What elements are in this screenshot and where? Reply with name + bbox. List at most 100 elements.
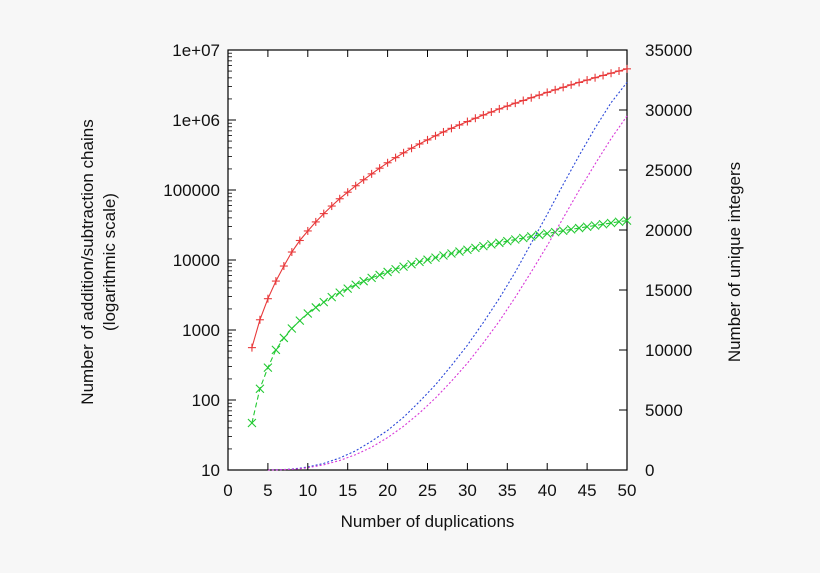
series-0-point xyxy=(303,226,312,235)
series-0-point xyxy=(375,164,384,173)
series-0-point xyxy=(487,108,496,117)
series-0-point xyxy=(623,64,631,73)
series-0-point xyxy=(287,248,296,257)
series-0-point xyxy=(471,114,480,123)
series-0-point xyxy=(583,76,592,85)
series-0-point xyxy=(455,120,464,129)
series-0-point xyxy=(511,99,520,108)
x-tick-label: 20 xyxy=(378,481,397,500)
series-1-point xyxy=(470,243,480,253)
series-1-point xyxy=(375,270,385,280)
y-tick-label: 10000 xyxy=(173,251,220,270)
series-0-point xyxy=(415,139,424,148)
series-0-point xyxy=(279,262,288,271)
series-0-point xyxy=(551,85,560,94)
series-0-point xyxy=(399,148,408,157)
x-tick-label: 5 xyxy=(263,481,272,500)
series-0-point xyxy=(319,209,328,218)
series-0-point xyxy=(247,343,256,352)
series-1-point xyxy=(311,303,321,312)
series-1-point xyxy=(447,249,456,258)
series-1-point xyxy=(463,245,472,255)
series-0-point xyxy=(383,158,392,167)
series-1-point xyxy=(558,226,568,236)
y-tick-label: 1e+06 xyxy=(172,111,220,130)
series-1-point xyxy=(279,333,289,343)
series-0-point xyxy=(495,104,504,113)
series-1-point xyxy=(423,255,432,265)
series-0-point xyxy=(343,188,352,197)
series-0-point xyxy=(479,110,488,119)
x-axis-title: Number of duplications xyxy=(341,512,515,531)
x-tick-label: 10 xyxy=(298,481,317,500)
series-0-point xyxy=(599,71,608,80)
y-tick-label: 1e+07 xyxy=(172,41,220,60)
y-tick-label: 100 xyxy=(192,391,220,410)
series-1-point xyxy=(534,230,544,240)
series-0-point xyxy=(255,315,264,324)
series-0-point xyxy=(439,127,448,136)
series-0-point xyxy=(311,217,320,226)
series-1-point xyxy=(351,280,361,290)
series-line-3 xyxy=(267,115,628,471)
series-1-point xyxy=(383,267,392,277)
series-1-point xyxy=(255,384,265,394)
y-tick-label: 1000 xyxy=(182,321,220,340)
y2-axis-title: Number of unique integers xyxy=(725,162,744,362)
series-1-point xyxy=(622,216,632,226)
series-1-point xyxy=(399,262,408,271)
y2-tick-label: 35000 xyxy=(645,41,692,60)
series-0-point xyxy=(367,169,376,178)
series-1-point xyxy=(478,241,488,251)
series-0-point xyxy=(335,194,344,203)
series-1-point xyxy=(494,238,504,248)
y2-tick-label: 25000 xyxy=(645,161,692,180)
series-1-point xyxy=(263,363,273,373)
series-1-point xyxy=(598,219,608,229)
series-1-point xyxy=(590,221,600,230)
y-axis-title-line-1: Number of addition/subtraction chains xyxy=(78,119,97,404)
series-0-point xyxy=(503,102,512,111)
series-1-point xyxy=(502,236,512,246)
series-1-point xyxy=(486,240,496,249)
series-0-point xyxy=(447,124,456,133)
series-0-point xyxy=(535,91,544,100)
series-1-point xyxy=(359,276,369,286)
series-1-point xyxy=(526,232,536,241)
series-0-point xyxy=(263,294,272,303)
series-0-point xyxy=(527,93,536,102)
series-1-point xyxy=(319,297,329,307)
x-tick-label: 40 xyxy=(538,481,557,500)
series-1-point xyxy=(566,224,576,234)
series-0-point xyxy=(431,131,440,140)
y2-tick-label: 0 xyxy=(645,461,654,480)
series-0-point xyxy=(615,67,624,76)
series-0-point xyxy=(391,153,400,162)
tick-layer: 0 5 10 15 20 25 30 35 40 45 5010100100010000100000… xyxy=(163,41,692,500)
series-0-point xyxy=(575,78,584,87)
series-1-point xyxy=(391,264,400,274)
series-0-point xyxy=(543,88,552,97)
y2-tick-label: 10000 xyxy=(645,341,692,360)
series-1-point xyxy=(343,284,353,294)
series-0-point xyxy=(463,117,472,126)
y2-tick-label: 15000 xyxy=(645,281,692,300)
series-1-point xyxy=(295,316,305,326)
series-0-point xyxy=(271,277,280,286)
x-tick-label: 35 xyxy=(498,481,517,500)
series-0-point xyxy=(423,135,432,144)
series-1-point xyxy=(614,217,624,227)
y2-tick-label: 30000 xyxy=(645,101,692,120)
x-tick-label: 45 xyxy=(578,481,597,500)
x-tick-label: 30 xyxy=(458,481,477,500)
series-1-point xyxy=(606,218,616,228)
series-0-point xyxy=(607,69,616,78)
series-1-point xyxy=(287,324,297,333)
series-1-point xyxy=(271,345,281,355)
series-1-point xyxy=(335,288,345,298)
y2-tick-label: 20000 xyxy=(645,221,692,240)
series-1-point xyxy=(574,223,584,233)
y-tick-label: 10 xyxy=(201,461,220,480)
series-1-point xyxy=(431,253,440,263)
